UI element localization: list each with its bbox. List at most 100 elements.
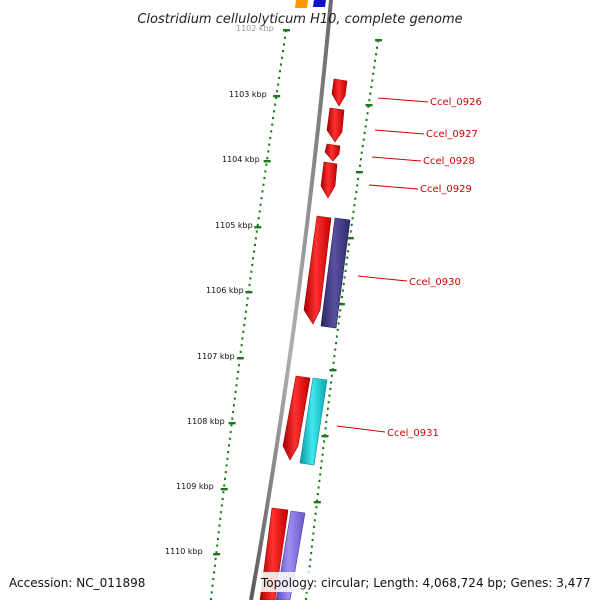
left-track-minor-tick [280, 63, 282, 66]
left-track-minor-tick [284, 36, 286, 39]
right-track-minor-tick [308, 565, 311, 568]
left-track-minor-tick [239, 350, 242, 353]
left-track-minor-tick [228, 444, 230, 447]
left-track-minor-tick [222, 491, 225, 494]
right-track-minor-tick [326, 414, 329, 417]
right-track-minor-tick [360, 151, 363, 154]
left-track-minor-tick [258, 210, 261, 213]
left-track-minor-tick [271, 123, 274, 126]
left-track-minor-tick [230, 424, 233, 427]
right-track-minor-tick [346, 256, 349, 259]
right-track-minor-tick [335, 335, 338, 338]
left-track-minor-tick [246, 297, 249, 300]
right-track-minor-tick [352, 210, 355, 213]
left-track-minor-tick [272, 116, 275, 120]
right-track-minor-tick [333, 355, 336, 358]
left-track-major-tick [273, 95, 281, 98]
right-track-minor-tick [361, 145, 364, 148]
left-track-minor-tick [263, 177, 266, 180]
left-track-minor-tick [243, 324, 246, 327]
left-track-minor-tick [248, 283, 251, 287]
right-track-minor-tick [367, 105, 370, 108]
right-track-minor-tick [338, 315, 341, 318]
right-track-minor-tick [315, 506, 318, 509]
left-track-minor-tick [224, 471, 227, 474]
left-track-minor-tick [240, 344, 243, 347]
right-track-minor-tick [339, 309, 342, 312]
left-track-minor-tick [229, 430, 232, 434]
left-track-minor-tick [251, 263, 254, 267]
left-track-minor-tick [270, 130, 273, 133]
right-track-minor-tick [319, 466, 322, 469]
left-track-minor-tick [212, 578, 215, 581]
gene-label-0926: Ccel_0926 [430, 97, 482, 108]
right-track-minor-tick [313, 519, 316, 522]
left-track-minor-tick [215, 551, 218, 554]
right-track-minor-tick [344, 269, 347, 272]
right-track-minor-tick [319, 473, 322, 476]
left-track-minor-tick [274, 103, 277, 106]
left-track-minor-tick [252, 257, 255, 260]
kbp-label-1103: 1103 kbp [229, 90, 267, 99]
gene-orange-partial [295, 0, 308, 8]
left-track-minor-tick [244, 317, 247, 320]
left-track-minor-tick [277, 83, 280, 86]
right-track-minor-tick [336, 328, 339, 331]
left-track-major-tick [213, 553, 221, 556]
left-track-minor-tick [214, 557, 217, 561]
right-track-minor-tick [369, 92, 372, 95]
left-track-minor-tick [237, 370, 240, 373]
right-track-minor-tick [314, 512, 317, 515]
right-track-minor-tick [375, 53, 378, 56]
right-track-minor-tick [316, 499, 319, 502]
left-track-minor-tick [226, 457, 229, 460]
left-track-minor-tick [266, 157, 269, 160]
left-track-minor-tick [249, 277, 252, 280]
kbp-label-1106: 1106 kbp [206, 286, 244, 295]
gene-label-0931: Ccel_0931 [387, 428, 439, 439]
right-track-minor-tick [321, 453, 324, 456]
kbp-label-1105: 1105 kbp [215, 221, 253, 230]
left-track-minor-tick [210, 591, 213, 594]
gene-ccel-0929 [320, 161, 338, 199]
left-track-major-tick [220, 488, 228, 491]
left-track-minor-tick [227, 451, 230, 454]
left-track-minor-tick [267, 150, 270, 153]
left-track-minor-tick [260, 197, 263, 200]
right-track-major-tick [313, 501, 321, 504]
top-partial-genes [295, 0, 326, 8]
left-track-minor-tick [257, 217, 260, 220]
right-track-minor-tick [342, 282, 345, 286]
right-track-minor-tick [370, 86, 373, 89]
left-track-minor-tick [217, 531, 220, 534]
left-track-major-tick [254, 226, 262, 229]
right-track-minor-tick [374, 59, 377, 62]
gene-ccel-0931 [282, 375, 328, 466]
right-track-minor-tick [335, 342, 338, 345]
right-track-minor-tick [318, 479, 321, 482]
right-track-minor-tick [354, 197, 357, 200]
genome-backbone [249, 0, 333, 600]
left-track-minor-tick [219, 517, 222, 520]
map-title: Clostridium cellulolyticum H10, complete… [137, 12, 462, 27]
right-track-minor-tick [325, 420, 328, 423]
right-track-minor-tick [330, 374, 333, 377]
right-track-minor-tick [359, 164, 361, 167]
gene-ccel-0926 [331, 78, 348, 107]
right-track-major-tick [346, 237, 354, 240]
right-track-minor-tick [323, 440, 325, 443]
gene-label-0927: Ccel_0927 [426, 129, 478, 140]
right-track-minor-tick [313, 525, 316, 528]
right-track-major-tick [321, 435, 329, 438]
right-track-minor-tick [343, 276, 346, 279]
right-tick-track [305, 39, 382, 600]
right-track-major-tick [375, 39, 382, 42]
right-track-minor-tick [326, 407, 329, 410]
right-track-minor-tick [359, 158, 362, 161]
kbp-label-1110: 1110 kbp [165, 547, 203, 556]
right-track-minor-tick [355, 191, 358, 194]
right-track-major-tick [355, 171, 363, 174]
left-track-minor-tick [224, 477, 226, 480]
